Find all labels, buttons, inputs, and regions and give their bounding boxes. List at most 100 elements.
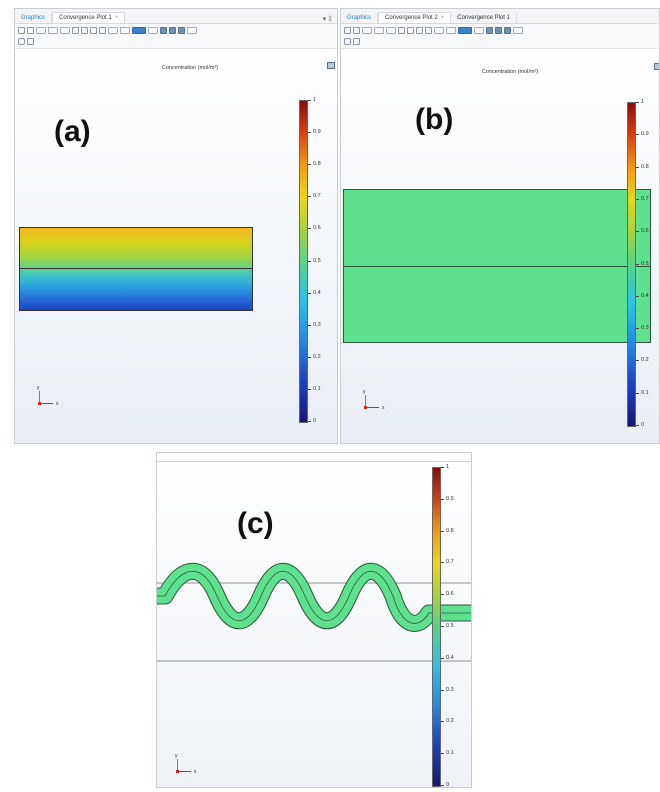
wireframe-icon[interactable] — [169, 26, 176, 34]
colorbar-tick-label: 0.7 — [313, 193, 321, 200]
tab-graphics[interactable]: Graphics — [15, 13, 53, 23]
tab-convergence-plot-1[interactable]: Convergence Plot 1 — [451, 13, 517, 23]
center-line — [20, 268, 252, 269]
settings-icon[interactable] — [187, 26, 197, 34]
expand-icon[interactable] — [654, 63, 659, 70]
rotate-icon[interactable] — [60, 26, 70, 34]
colorbar-tick-mark — [441, 467, 444, 468]
x-axis-arrow — [365, 407, 379, 408]
zoom-extents-icon[interactable] — [374, 26, 384, 34]
display-icon[interactable] — [148, 26, 158, 34]
select-box-icon[interactable] — [90, 26, 97, 34]
grid-icon[interactable] — [132, 26, 146, 34]
colorbar — [432, 467, 441, 787]
tab-convergence-plot-1[interactable]: Convergence Plot 1 × — [52, 12, 126, 23]
colorbar-tick-mark — [441, 657, 444, 659]
colorbar-tick-mark — [636, 166, 639, 168]
colorbar-tick-mark — [636, 134, 639, 136]
graphics-canvas[interactable]: Concentration (mol/m³) (a) 1 0.9 0.8 0.7 0.6… — [15, 49, 337, 443]
transparency-icon[interactable] — [425, 26, 432, 34]
colorbar-tick-mark — [441, 721, 444, 723]
axis-icon[interactable] — [504, 26, 511, 34]
colorbar-tick-mark — [636, 392, 639, 394]
toolbar-row — [18, 25, 197, 35]
window-controls[interactable]: ▾ ‡ — [322, 16, 332, 23]
zoom-box-icon[interactable] — [36, 26, 46, 34]
colorbar-tick-label: 1 — [313, 97, 317, 103]
render-icon[interactable] — [434, 26, 444, 34]
top-edge-line — [157, 461, 471, 462]
zoom-in-icon[interactable] — [344, 26, 351, 34]
select-icon[interactable] — [398, 26, 405, 34]
axis-triad: y x — [37, 385, 61, 407]
tab-label: Convergence Plot 1 — [59, 15, 112, 21]
toolbar-row — [18, 36, 34, 46]
zoom-box-icon[interactable] — [362, 26, 372, 34]
print-icon[interactable] — [27, 37, 34, 45]
tab-convergence-plot-2[interactable]: Convergence Plot 2 × — [378, 12, 452, 23]
rotate-icon[interactable] — [386, 26, 396, 34]
scene-light-icon[interactable] — [160, 26, 167, 34]
render-icon[interactable] — [108, 26, 118, 34]
camera-icon[interactable] — [344, 37, 351, 45]
zoom-extents-icon[interactable] — [48, 26, 58, 34]
concentration-domain — [19, 227, 253, 311]
plot-title: Concentration (mol/m³) — [161, 65, 219, 71]
colorbar — [627, 102, 636, 427]
x-axis-label: x — [382, 405, 385, 411]
colorbar-tick-label: 0.9 — [313, 129, 321, 136]
colorbar-tick-mark — [441, 785, 444, 786]
settings-icon[interactable] — [513, 26, 523, 34]
tab-label: Convergence Plot 2 — [385, 15, 438, 21]
close-icon[interactable]: × — [440, 15, 445, 21]
colorbar-tick-mark — [636, 328, 639, 330]
colorbar-tick-mark — [308, 260, 311, 262]
colorbar-tick-mark — [636, 263, 639, 265]
select-icon[interactable] — [72, 26, 79, 34]
y-axis-arrow — [39, 391, 40, 404]
colorbar-tick-label: 0.1 — [446, 750, 454, 757]
colorbar-tick-mark — [441, 626, 444, 627]
tab-graphics[interactable]: Graphics — [341, 13, 379, 23]
y-axis-label: y — [175, 753, 178, 759]
select-box-icon[interactable] — [416, 26, 423, 34]
zoom-out-icon[interactable] — [27, 26, 34, 34]
colorbar-tick-mark — [441, 753, 444, 755]
center-line — [344, 266, 650, 267]
colorbar-tick-label: 0.6 — [446, 591, 454, 598]
channel-centerline — [157, 570, 471, 624]
grid-icon[interactable] — [458, 26, 472, 34]
axis-icon[interactable] — [178, 26, 185, 34]
deselect-icon[interactable] — [407, 26, 414, 34]
colorbar-tick-label: 0.3 — [446, 686, 454, 693]
colorbar-tick-mark — [636, 198, 639, 200]
graphics-toolbar — [15, 24, 337, 49]
view-icon[interactable] — [120, 26, 130, 34]
colorbar-tick-label: 0.8 — [446, 527, 454, 534]
wireframe-icon[interactable] — [495, 26, 502, 34]
camera-icon[interactable] — [18, 37, 25, 45]
colorbar-tick-mark — [441, 689, 444, 691]
x-axis-arrow — [177, 771, 191, 772]
colorbar-tick-label: 0.5 — [641, 260, 649, 267]
transparency-icon[interactable] — [99, 26, 106, 34]
zoom-in-icon[interactable] — [18, 26, 25, 34]
scene-light-icon[interactable] — [486, 26, 493, 34]
graphics-canvas[interactable]: (c) 1 0.9 0.8 0.7 0.6 0.5 0.4 0.3 0.2 0.1 0 y x — [157, 453, 471, 787]
view-icon[interactable] — [446, 26, 456, 34]
colorbar-tick-mark — [441, 498, 444, 500]
toolbar-row — [344, 36, 360, 46]
display-icon[interactable] — [474, 26, 484, 34]
colorbar-tick-label: 0.7 — [641, 195, 649, 202]
y-axis-label: y — [37, 385, 40, 391]
graphics-canvas[interactable]: Concentration (mol/m³) (b) 1 0.9 0.8 0.7 0.6… — [341, 49, 659, 443]
deselect-icon[interactable] — [81, 26, 88, 34]
zoom-out-icon[interactable] — [353, 26, 360, 34]
colorbar-tick-mark — [636, 360, 639, 362]
colorbar-tick-mark — [308, 100, 311, 101]
colorbar-tick-label: 0.1 — [313, 385, 321, 392]
close-icon[interactable]: × — [114, 15, 119, 21]
expand-icon[interactable] — [327, 62, 335, 69]
print-icon[interactable] — [353, 37, 360, 45]
colorbar-tick-mark — [308, 164, 311, 166]
